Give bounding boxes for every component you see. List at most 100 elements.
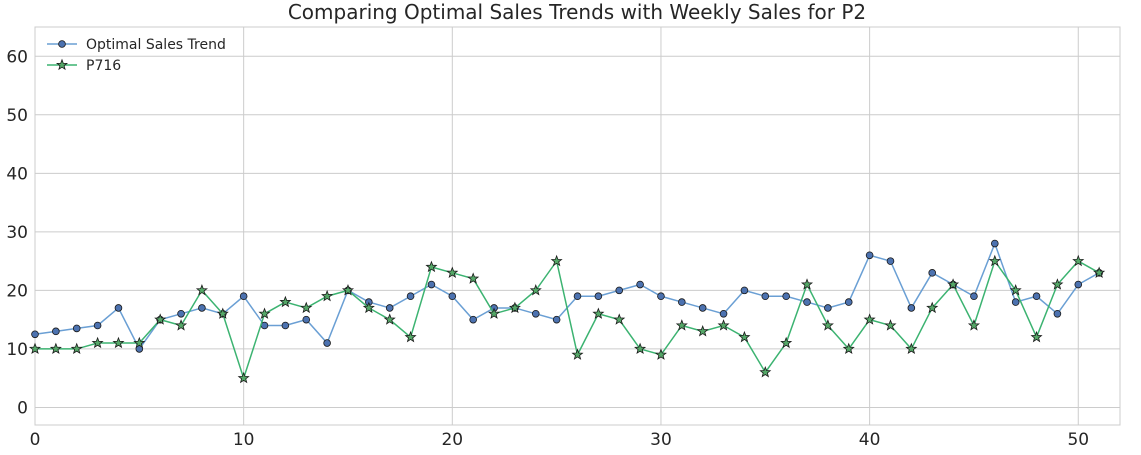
x-tick-label: 50 [1067,430,1089,450]
data-point [72,324,81,333]
data-point [281,321,290,330]
data-point [800,278,814,290]
data-point [469,315,477,324]
data-point [550,254,563,267]
data-point [636,280,644,289]
data-point [508,301,521,314]
data-point [425,260,438,273]
chart-title: Comparing Optimal Sales Trends with Week… [288,0,866,24]
data-point [761,292,770,301]
data-point [947,278,960,290]
data-point [529,284,542,296]
data-point [907,304,916,312]
x-tick-label: 10 [233,430,255,450]
data-point [448,292,457,301]
y-tick-label: 0 [17,398,28,418]
data-point [321,289,334,302]
data-point [698,304,707,312]
data-point [28,342,42,355]
data-point [52,327,60,336]
y-tick-label: 10 [6,340,28,360]
data-point [738,330,751,343]
data-point [362,301,375,314]
data-point [654,348,667,360]
data-point [302,315,311,324]
data-point [613,313,626,325]
data-point [657,292,665,301]
data-point [467,272,480,284]
data-point [239,292,248,301]
y-tick-label: 30 [6,223,28,243]
data-point [91,336,104,349]
data-point [865,251,874,260]
data-point [824,304,832,312]
data-point [154,313,167,325]
data-point [198,304,206,312]
data-point [678,298,686,306]
series-line [35,259,1100,381]
data-point [571,348,584,360]
data-point [133,336,146,349]
data-point [991,239,999,248]
data-point [1032,292,1041,301]
data-point [70,342,83,355]
data-point [1009,284,1022,296]
data-point [926,301,939,314]
data-point [404,330,417,343]
data-point [988,254,1001,267]
data-point [970,292,978,301]
data-point [675,319,688,331]
data-point [216,307,229,319]
tick-labels: 0 10 20 30 40 50 60 0 10 20 30 40 50 [6,47,1089,450]
data-point [114,304,123,312]
data-point [759,365,772,378]
legend: Optimal Sales Trend P716 [47,37,226,74]
data-point [842,342,855,355]
data-point [928,269,937,277]
legend-marker [55,58,69,71]
data-point [112,336,125,349]
data-point [1051,278,1064,290]
data-point [1030,330,1043,343]
legend-item: P716 [47,58,121,74]
data-point [323,339,331,347]
legend-label: P716 [86,58,121,74]
data-point [1074,280,1083,289]
x-tick-label: 30 [650,430,672,450]
data-point [615,286,624,295]
data-point [1093,266,1106,278]
y-tick-label: 50 [6,106,28,126]
data-point [634,342,647,355]
data-point [49,342,62,355]
data-point [594,292,603,301]
data-point [884,319,897,331]
data-point [300,301,313,314]
data-point [573,292,582,301]
grid-lines [34,27,1120,425]
y-tick-label: 40 [6,164,28,184]
legend-label: Optimal Sales Trend [86,37,226,53]
data-point [531,309,540,318]
y-tick-label: 60 [6,47,28,67]
data-point [967,319,980,331]
data-point [385,304,394,312]
data-point [1011,298,1020,306]
data-point [427,280,436,289]
data-point [905,342,918,355]
series-layer [28,239,1106,384]
data-point [803,298,811,306]
data-point [886,257,895,265]
data-point [175,319,188,331]
y-tick-label: 20 [6,281,28,301]
data-point [31,330,39,339]
data-point [696,325,709,337]
data-point [782,292,790,301]
data-point [592,307,605,319]
data-point [195,284,208,296]
data-point [406,292,415,301]
x-tick-label: 0 [30,430,41,450]
series-2 [28,254,1106,384]
data-point [383,313,396,325]
data-point [717,319,730,331]
